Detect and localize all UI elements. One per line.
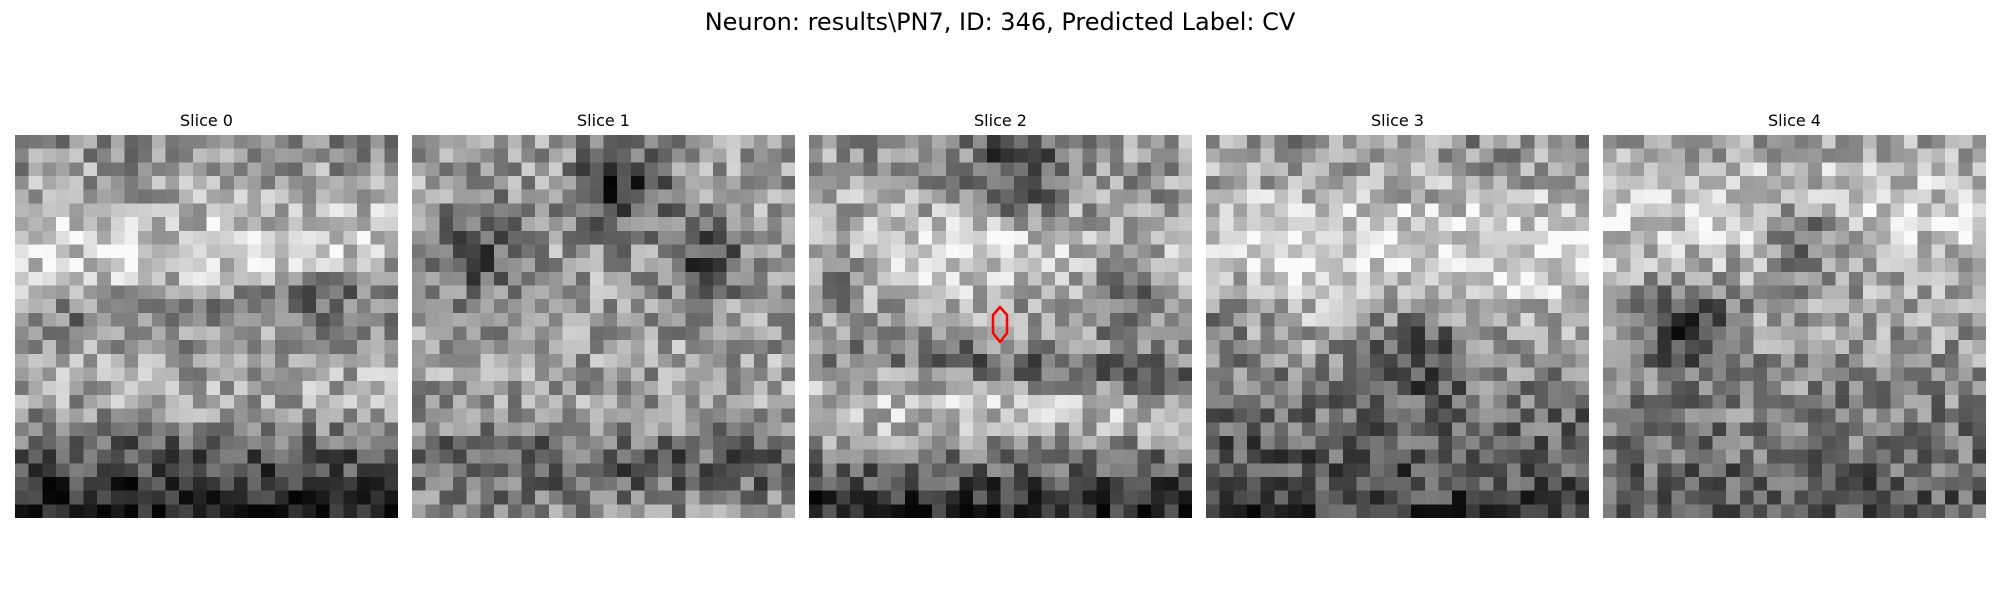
slice-title: Slice 0 (180, 111, 233, 130)
slice-panel-2: Slice 2 (809, 108, 1192, 518)
slice-title: Slice 2 (974, 111, 1027, 130)
slice-panel-0: Slice 0 (15, 108, 398, 518)
slice-title: Slice 3 (1371, 111, 1424, 130)
slice-panel-3: Slice 3 (1206, 108, 1589, 518)
figure-title: Neuron: results\PN7, ID: 346, Predicted … (704, 8, 1296, 36)
slice-title: Slice 4 (1768, 111, 1821, 130)
slice-image (1603, 135, 1986, 518)
slice-image (809, 135, 1192, 518)
slice-panel-4: Slice 4 (1603, 108, 1986, 518)
slice-panel-1: Slice 1 (412, 108, 795, 518)
slice-title: Slice 1 (577, 111, 630, 130)
slice-image (15, 135, 398, 518)
slice-image (1206, 135, 1589, 518)
slice-image (412, 135, 795, 518)
